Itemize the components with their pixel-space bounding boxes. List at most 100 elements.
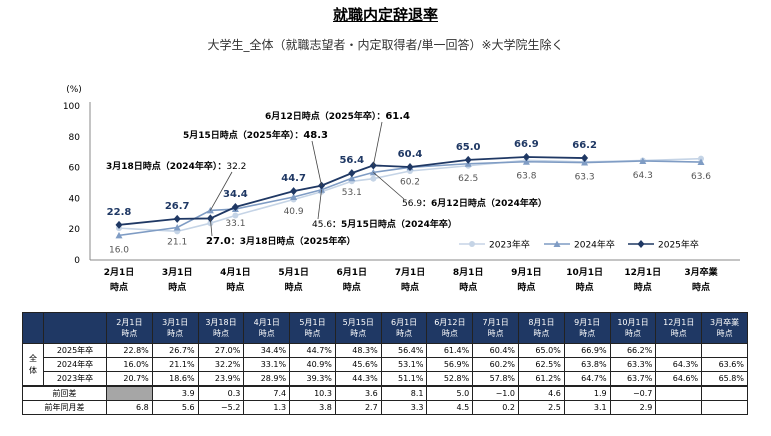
table-cell: 66.2% <box>609 343 657 358</box>
table-cell: 3.9 <box>151 385 199 401</box>
x-tick-label: 8月1日 <box>453 267 484 278</box>
data-point <box>697 158 705 166</box>
x-tick-label: 時点 <box>576 281 594 293</box>
table-column-header-line: 5月1日 <box>299 318 326 327</box>
data-table: 2月1日 時点 3月1日 時点 3月18日 時点 4月1日 時点 5月1日 時点 5月15日 時点 6月… <box>22 312 748 415</box>
table-cell: 66.9% <box>563 343 611 358</box>
table-row-label: 2025年卒 <box>43 343 107 358</box>
data-point <box>522 158 530 165</box>
table-row-label: 2024年卒 <box>43 357 107 372</box>
data-point <box>348 174 356 182</box>
x-tick-label: 9月1日 <box>511 267 542 278</box>
table-column-header-line: 3月1日 <box>162 318 189 327</box>
table-cell: 2.9 <box>609 400 657 415</box>
data-label-2024: 33.1 <box>225 219 245 229</box>
y-tick-label: 80 <box>69 133 81 143</box>
table-cell <box>655 385 703 401</box>
table-row: 2024年卒 16.0% 21.1% 32.2% 33.1% 40.9% 45.6% 53.1… <box>23 357 748 372</box>
y-tick-label: 20 <box>69 225 81 235</box>
table-cell: 60.4% <box>472 343 520 358</box>
table-column-header-line: 時点 <box>716 329 733 338</box>
data-point <box>115 220 123 229</box>
legend-label: 2023年卒 <box>489 239 530 251</box>
data-label-2025: 60.4 <box>398 149 423 160</box>
annotation-jun12-2024-value: 56.9 <box>402 199 422 209</box>
x-tick-label: 時点 <box>692 281 710 293</box>
x-tick-label: 6月1日 <box>337 267 368 278</box>
legend-label: 2025年卒 <box>658 239 699 251</box>
table-cell: 10.3 <box>289 385 336 401</box>
annotation-leader <box>317 189 322 220</box>
data-point <box>581 159 589 166</box>
x-tick-label: 12月1日 <box>624 267 661 278</box>
table-corner <box>43 312 107 344</box>
table-cell: 61.2% <box>518 371 565 387</box>
x-tick-label: 3月卒業 <box>684 266 718 278</box>
data-label-2025: 66.2 <box>572 140 597 151</box>
y-tick-label: 0 <box>74 256 80 266</box>
table-cell: −1.0 <box>472 385 520 401</box>
table-column-header-line: 9月1日 <box>574 318 601 327</box>
x-tick-label: 時点 <box>459 281 477 293</box>
data-point <box>207 220 214 227</box>
data-label-2025: 22.8 <box>107 207 132 218</box>
data-point <box>522 152 530 161</box>
table-cell: 18.6% <box>151 371 199 387</box>
data-label-2024: 63.8 <box>516 172 536 182</box>
table-column-header-line: 時点 <box>579 329 596 338</box>
table-cell: 56.9% <box>426 357 474 372</box>
data-point <box>290 193 298 201</box>
table-column-header-line: 2月1日 <box>116 318 143 327</box>
x-tick-label: 5月1日 <box>278 267 309 278</box>
table-column-header: 6月12日 時点 <box>426 312 474 344</box>
table-row: 前回差 3.9 0.3 7.4 10.3 3.6 8.1 5.0 −1.0 4.6 1.9 −0.7 <box>22 385 748 401</box>
legend-marker <box>469 241 475 247</box>
legend-marker <box>637 240 645 248</box>
annotation-jun12-2025-text: 6月12日時点（2025年卒）： <box>265 110 385 122</box>
table-cell: 26.7% <box>151 343 199 358</box>
table-column-header: 10月1日 時点 <box>609 312 657 344</box>
table-cell: 63.3% <box>609 357 657 372</box>
table-column-header-line: 4月1日 <box>253 318 280 327</box>
annotation-mar18-2024-value: 32.2 <box>226 162 246 172</box>
table-column-header-line: 8月1日 <box>528 318 555 327</box>
table-column-header-line: 7月1日 <box>482 318 509 327</box>
table-column-header: 6月1日 時点 <box>380 312 428 344</box>
table-row-label: 前回差 <box>22 385 107 401</box>
y-axis-unit: (%) <box>66 85 82 95</box>
x-tick-label: 7月1日 <box>395 267 426 278</box>
x-tick-label: 10月1日 <box>566 267 603 278</box>
y-tick-label: 100 <box>63 102 80 112</box>
table-row: 全体 2025年卒 22.8% 26.7% 27.0% 34.4% 44.7% 48.3% 56… <box>22 343 748 387</box>
table-cell: 48.3% <box>334 343 382 358</box>
table-cell: 34.4% <box>243 343 291 358</box>
annotation-leader <box>373 172 405 200</box>
table-cell: 3.6 <box>334 385 382 401</box>
data-label-2025: 66.9 <box>514 139 539 150</box>
x-tick-label: 時点 <box>226 281 244 293</box>
table-cell: 6.8 <box>106 400 153 415</box>
table-cell: 4.6 <box>518 385 565 401</box>
table-cell: 64.6% <box>655 371 703 387</box>
annotation-may15-2024-value: 45.6 <box>312 220 332 230</box>
table-column-header-line: 6月1日 <box>390 318 418 327</box>
annotation-may15-2024: 45.6：5月15日時点（2024年卒） <box>312 218 457 230</box>
data-label-2024: 63.3 <box>575 173 595 183</box>
table-cell: 2.5 <box>518 400 565 415</box>
annotation-mar18-2025-text: ：3月18日時点（2025年卒） <box>231 235 356 247</box>
table-cell: 7.4 <box>243 385 291 401</box>
table-cell: 45.6% <box>334 357 382 372</box>
table-column-header: 7月1日 時点 <box>472 312 520 344</box>
table-cell: 3.1 <box>563 400 611 415</box>
data-label-2024: 21.1 <box>167 238 187 248</box>
table-cell: 60.2% <box>472 357 520 372</box>
table-cell: 51.1% <box>380 371 428 387</box>
x-tick-label: 時点 <box>517 281 535 293</box>
data-label-2024: 62.5 <box>458 174 478 184</box>
series-line-2024年卒 <box>118 160 702 237</box>
table-column-header: 12月1日 時点 <box>655 312 703 344</box>
table-cell: 0.3 <box>197 385 245 401</box>
annotation-leader <box>210 171 233 211</box>
annotation-jun12-2024-text: ：6月12日時点（2024年卒） <box>422 197 547 209</box>
data-point <box>115 231 123 239</box>
